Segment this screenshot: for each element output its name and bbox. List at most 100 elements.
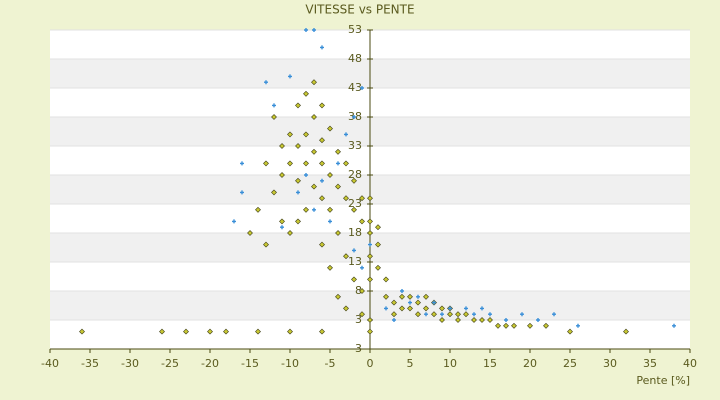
- data-point: [159, 328, 165, 335]
- data-point: [319, 195, 325, 202]
- x-tick-label: 25: [563, 357, 577, 370]
- data-point: [287, 160, 293, 167]
- data-point: [351, 206, 357, 213]
- x-axis-title: Pente [%]: [636, 374, 690, 387]
- data-point: [392, 318, 396, 322]
- data-point: [527, 322, 533, 329]
- data-point: [447, 311, 453, 318]
- data-point: [343, 253, 349, 260]
- data-point: [279, 143, 285, 149]
- data-point: [359, 311, 365, 318]
- data-point: [367, 195, 373, 202]
- data-point: [287, 230, 293, 236]
- y-tick-label: 33: [348, 139, 362, 152]
- data-point: [319, 137, 325, 144]
- data-point: [352, 115, 356, 119]
- data-point: [536, 318, 540, 322]
- data-point: [296, 190, 300, 195]
- x-tick-label: -35: [81, 357, 99, 370]
- data-point: [304, 28, 308, 32]
- data-point: [352, 248, 356, 253]
- data-point: [488, 312, 492, 317]
- data-point: [271, 189, 277, 196]
- data-point: [368, 242, 372, 247]
- data-point: [255, 206, 261, 213]
- data-point: [336, 161, 340, 166]
- data-point: [391, 299, 397, 306]
- x-tick-label: 0: [367, 357, 374, 370]
- data-point: [359, 218, 365, 225]
- data-point: [375, 264, 381, 271]
- data-point: [359, 288, 365, 294]
- y-tick-label: 43: [348, 81, 362, 94]
- x-tick-label: 30: [603, 357, 617, 370]
- data-point: [367, 230, 373, 236]
- data-point: [311, 79, 317, 86]
- data-point: [335, 183, 341, 190]
- data-point: [391, 311, 397, 318]
- data-point: [448, 306, 452, 311]
- x-tick-label: 15: [483, 357, 497, 370]
- data-point: [367, 328, 373, 335]
- data-point: [312, 207, 316, 212]
- data-point: [271, 114, 277, 120]
- data-point: [327, 264, 333, 271]
- data-point: [471, 317, 477, 323]
- data-point: [319, 160, 325, 167]
- data-point: [383, 276, 389, 283]
- data-point: [335, 293, 341, 300]
- data-point: [327, 125, 333, 132]
- data-point: [263, 160, 269, 167]
- data-point: [424, 312, 428, 317]
- data-point: [320, 45, 324, 50]
- data-point: [288, 74, 292, 79]
- data-point: [287, 328, 293, 335]
- data-point: [255, 328, 261, 335]
- y-tick-label: 53: [348, 23, 362, 36]
- x-tick-label: -5: [325, 357, 336, 370]
- data-point: [79, 328, 85, 335]
- data-point: [480, 306, 484, 311]
- x-tick-label: -10: [281, 357, 299, 370]
- x-tick-label: -25: [161, 357, 179, 370]
- data-point: [319, 241, 325, 248]
- data-point: [312, 28, 316, 32]
- data-point: [311, 114, 317, 120]
- data-point: [367, 317, 373, 323]
- data-point: [399, 293, 405, 300]
- data-point: [344, 132, 348, 137]
- data-point: [223, 328, 229, 335]
- data-point: [303, 90, 309, 97]
- data-point: [455, 311, 461, 318]
- y-tick-label: 13: [348, 255, 362, 268]
- y-tick-label: 8: [355, 284, 362, 297]
- data-point: [416, 294, 420, 299]
- data-point: [319, 328, 325, 335]
- data-point: [272, 103, 276, 108]
- data-point: [367, 218, 373, 225]
- data-point: [279, 172, 285, 178]
- data-point: [311, 148, 317, 155]
- data-point: [240, 190, 244, 195]
- data-point: [479, 317, 485, 323]
- data-point: [623, 328, 629, 335]
- data-point: [327, 172, 333, 178]
- x-tick-label: -20: [201, 357, 219, 370]
- data-point: [295, 102, 301, 109]
- data-point: [543, 322, 549, 329]
- data-point: [487, 317, 493, 323]
- data-point: [439, 317, 445, 323]
- data-point: [407, 305, 413, 312]
- data-point: [183, 328, 189, 335]
- data-point: [295, 143, 301, 149]
- data-point: [247, 230, 253, 236]
- data-point: [455, 317, 461, 323]
- data-point: [439, 305, 445, 312]
- y-tick-label: 3: [355, 313, 362, 326]
- data-point: [367, 253, 373, 260]
- data-point: [335, 148, 341, 155]
- data-point: [375, 224, 381, 231]
- data-point: [304, 173, 308, 177]
- data-point: [432, 300, 436, 305]
